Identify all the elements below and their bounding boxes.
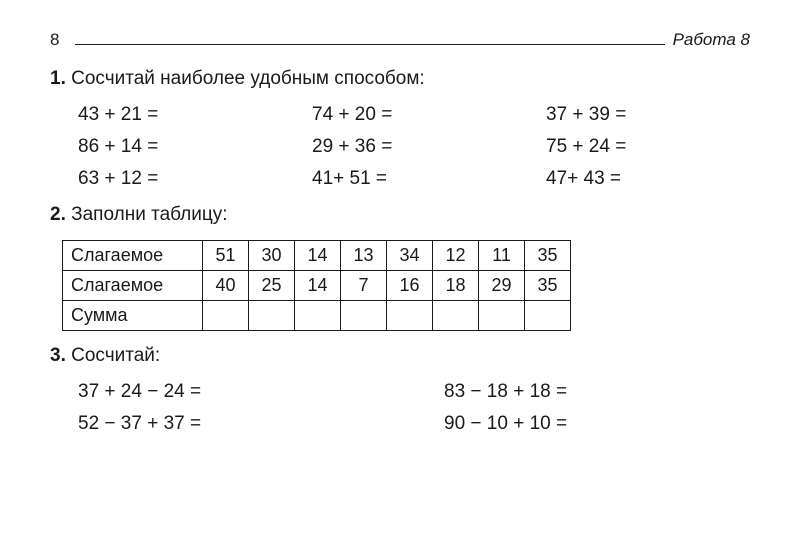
page-header: 8 Работа 8 (50, 30, 750, 50)
equation: 47+ 43 = (546, 168, 750, 190)
row-label: Сумма (63, 301, 203, 331)
cell: 7 (341, 271, 387, 301)
equation: 63 + 12 = (78, 168, 282, 190)
section3-text: Сосчитай: (71, 345, 160, 366)
cell: 40 (203, 271, 249, 301)
cell (341, 301, 387, 331)
table-row: Слагаемое 51 30 14 13 34 12 11 35 (63, 241, 571, 271)
table-row: Сумма (63, 301, 571, 331)
cell: 34 (387, 241, 433, 271)
cell: 29 (479, 271, 525, 301)
header-rule (75, 44, 664, 45)
cell (433, 301, 479, 331)
row-label: Слагаемое (63, 271, 203, 301)
equation: 90 − 10 + 10 = (444, 413, 750, 435)
cell: 16 (387, 271, 433, 301)
cell: 18 (433, 271, 479, 301)
equation: 74 + 20 = (312, 104, 516, 126)
section1-number: 1. (50, 68, 66, 89)
cell (295, 301, 341, 331)
equation: 37 + 39 = (546, 104, 750, 126)
work-label: Работа 8 (673, 30, 750, 50)
page-number: 8 (50, 30, 59, 50)
equation: 75 + 24 = (546, 136, 750, 158)
row-label: Слагаемое (63, 241, 203, 271)
section1-equations: 43 + 21 = 74 + 20 = 37 + 39 = 86 + 14 = … (78, 104, 750, 190)
cell: 30 (249, 241, 295, 271)
section2-title: 2. Заполни таблицу: (50, 204, 750, 226)
cell: 12 (433, 241, 479, 271)
table-row: Слагаемое 40 25 14 7 16 18 29 35 (63, 271, 571, 301)
cell: 11 (479, 241, 525, 271)
cell (203, 301, 249, 331)
section2-number: 2. (50, 204, 66, 225)
cell (249, 301, 295, 331)
cell: 14 (295, 271, 341, 301)
section3-number: 3. (50, 345, 66, 366)
section1-text: Сосчитай наиболее удобным способом: (71, 68, 425, 89)
cell: 25 (249, 271, 295, 301)
equation: 52 − 37 + 37 = (78, 413, 384, 435)
equation: 29 + 36 = (312, 136, 516, 158)
cell (387, 301, 433, 331)
equation: 83 − 18 + 18 = (444, 381, 750, 403)
cell: 35 (525, 241, 571, 271)
equation: 37 + 24 − 24 = (78, 381, 384, 403)
section3-equations: 37 + 24 − 24 = 83 − 18 + 18 = 52 − 37 + … (78, 381, 750, 435)
cell (525, 301, 571, 331)
cell: 14 (295, 241, 341, 271)
cell: 13 (341, 241, 387, 271)
section1-title: 1. Сосчитай наиболее удобным способом: (50, 68, 750, 90)
equation: 41+ 51 = (312, 168, 516, 190)
section2-text: Заполни таблицу: (71, 204, 227, 225)
equation: 86 + 14 = (78, 136, 282, 158)
cell: 35 (525, 271, 571, 301)
equation: 43 + 21 = (78, 104, 282, 126)
cell (479, 301, 525, 331)
addends-table: Слагаемое 51 30 14 13 34 12 11 35 Слагае… (62, 240, 571, 331)
cell: 51 (203, 241, 249, 271)
section3-title: 3. Сосчитай: (50, 345, 750, 367)
